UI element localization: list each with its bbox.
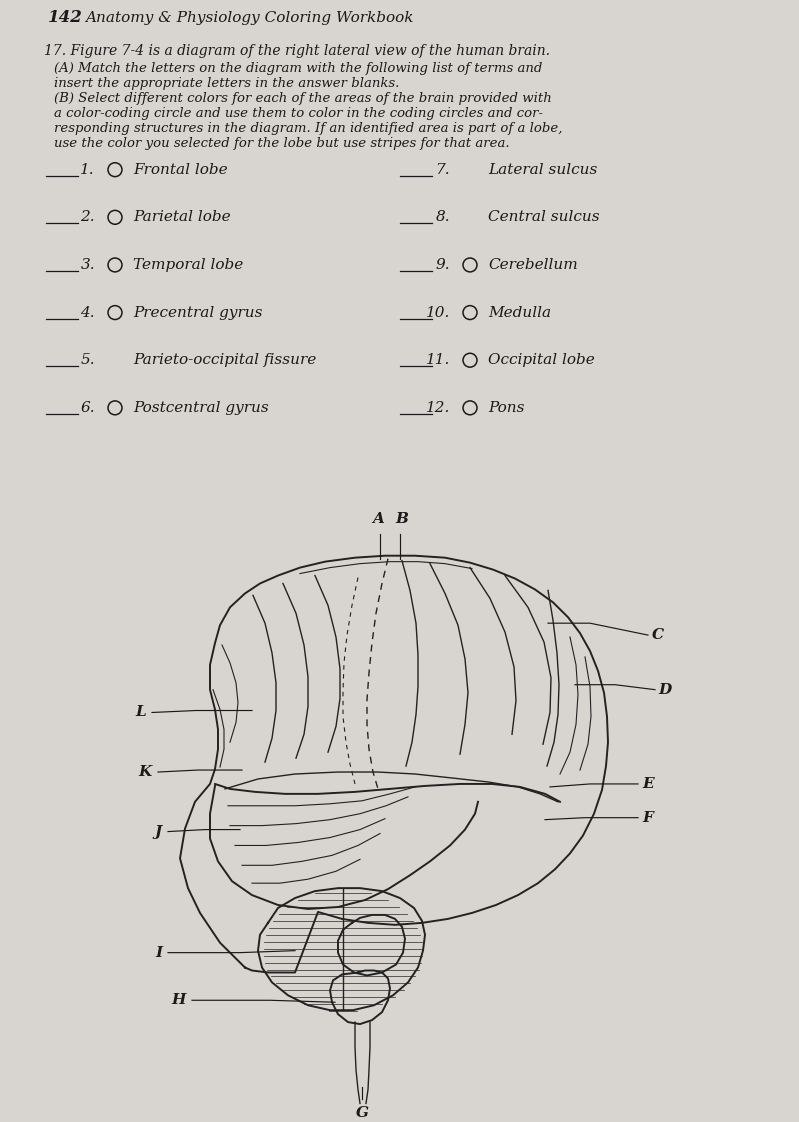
- Text: E: E: [642, 776, 654, 791]
- Text: J: J: [155, 825, 162, 838]
- Text: F: F: [642, 811, 653, 825]
- Text: 8.: 8.: [435, 210, 450, 224]
- Text: K: K: [139, 765, 152, 779]
- Text: Occipital lobe: Occipital lobe: [488, 353, 594, 367]
- Text: Postcentral gyrus: Postcentral gyrus: [133, 401, 268, 415]
- Text: L: L: [135, 706, 146, 719]
- Text: Medulla: Medulla: [488, 305, 551, 320]
- Text: Frontal lobe: Frontal lobe: [133, 163, 228, 176]
- Text: A: A: [372, 512, 384, 526]
- Text: 7.: 7.: [435, 163, 450, 176]
- Text: 17. Figure 7-4 is a diagram of the right lateral view of the human brain.: 17. Figure 7-4 is a diagram of the right…: [44, 44, 550, 57]
- Text: I: I: [155, 946, 162, 959]
- Text: 12.: 12.: [426, 401, 450, 415]
- Text: Parieto-occipital fissure: Parieto-occipital fissure: [133, 353, 316, 367]
- Text: 4.: 4.: [81, 305, 95, 320]
- Text: 6.: 6.: [81, 401, 95, 415]
- Text: 11.: 11.: [426, 353, 450, 367]
- Text: (A) Match the letters on the diagram with the following list of terms and: (A) Match the letters on the diagram wit…: [54, 63, 543, 75]
- Text: (B) Select different colors for each of the areas of the brain provided with: (B) Select different colors for each of …: [54, 92, 552, 105]
- Text: Central sulcus: Central sulcus: [488, 210, 599, 224]
- Text: a color-coding circle and use them to color in the coding circles and cor-: a color-coding circle and use them to co…: [54, 107, 543, 120]
- Text: B: B: [396, 512, 408, 526]
- Text: Pons: Pons: [488, 401, 524, 415]
- Text: use the color you selected for the lobe but use stripes for that area.: use the color you selected for the lobe …: [54, 137, 510, 150]
- Text: Precentral gyrus: Precentral gyrus: [133, 305, 263, 320]
- Text: C: C: [652, 628, 664, 642]
- Text: insert the appropriate letters in the answer blanks.: insert the appropriate letters in the an…: [54, 77, 400, 91]
- Text: 5.: 5.: [81, 353, 95, 367]
- Text: H: H: [172, 993, 186, 1008]
- Text: Temporal lobe: Temporal lobe: [133, 258, 243, 272]
- Text: D: D: [658, 682, 671, 697]
- Text: 9.: 9.: [435, 258, 450, 272]
- Text: 3.: 3.: [81, 258, 95, 272]
- Text: Lateral sulcus: Lateral sulcus: [488, 163, 598, 176]
- Text: 10.: 10.: [426, 305, 450, 320]
- Text: Cerebellum: Cerebellum: [488, 258, 578, 272]
- Text: Anatomy & Physiology Coloring Workbook: Anatomy & Physiology Coloring Workbook: [85, 11, 414, 25]
- Text: Parietal lobe: Parietal lobe: [133, 210, 231, 224]
- Text: G: G: [356, 1106, 368, 1121]
- Text: 1.: 1.: [81, 163, 95, 176]
- Text: 142: 142: [48, 9, 83, 26]
- Text: 2.: 2.: [81, 210, 95, 224]
- Text: responding structures in the diagram. If an identified area is part of a lobe,: responding structures in the diagram. If…: [54, 122, 562, 135]
